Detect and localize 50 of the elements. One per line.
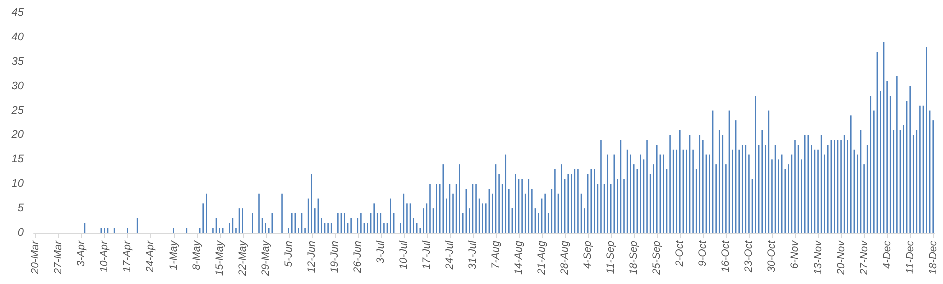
x-tick-label: 20-Mar bbox=[30, 240, 42, 276]
x-tick-label: 2-Oct bbox=[674, 240, 686, 268]
x-tick-label: 25-Sep bbox=[651, 240, 664, 276]
x-tick-label: 12-Jun bbox=[306, 240, 318, 274]
x-tick-label: 7-Aug bbox=[490, 240, 502, 270]
x-tick-label: 4-Sep bbox=[582, 240, 594, 270]
x-tick-label: 11-Dec bbox=[904, 240, 916, 274]
x-tick-label: 17-Apr bbox=[122, 240, 134, 273]
x-tick-label: 15-May bbox=[214, 240, 226, 276]
y-tick-label: 35 bbox=[12, 56, 25, 68]
x-tick-label: 10-Apr bbox=[98, 240, 111, 273]
x-tick-label: 29-May bbox=[260, 240, 272, 278]
y-tick-label: 40 bbox=[12, 31, 25, 44]
y-tick-label: 10 bbox=[12, 178, 25, 190]
x-tick-label: 19-Jun bbox=[328, 240, 341, 274]
x-tick-label: 14-Aug bbox=[513, 240, 526, 275]
x-tick-label: 4-Dec bbox=[881, 240, 894, 270]
x-tick-label: 23-Oct bbox=[743, 240, 756, 274]
x-tick-label: 17-Jul bbox=[420, 240, 433, 270]
x-tick-label: 16-Oct bbox=[720, 240, 732, 273]
y-tick-label: 5 bbox=[18, 202, 25, 215]
x-tick-label: 6-Nov bbox=[789, 240, 802, 270]
y-tick-label: 0 bbox=[18, 227, 25, 239]
x-tick-label: 28-Aug bbox=[559, 240, 572, 276]
x-tick-label: 11-Sep bbox=[605, 240, 618, 274]
x-tick-label: 18-Dec bbox=[927, 240, 940, 275]
x-tick-label: 26-Jun bbox=[352, 240, 364, 274]
x-tick-label: 3-Apr bbox=[76, 240, 88, 267]
x-tick-label: 8-May bbox=[190, 240, 203, 270]
x-tick-label: 31-Jul bbox=[466, 240, 479, 270]
x-tick-label: 24-Apr bbox=[144, 240, 157, 274]
x-tick-label: 1-May bbox=[168, 240, 180, 270]
x-tick-label: 21-Aug bbox=[536, 240, 548, 276]
y-tick-label: 45 bbox=[12, 7, 25, 19]
y-tick-label: 15 bbox=[12, 154, 25, 166]
x-tick-label: 3-Jul bbox=[374, 240, 387, 264]
y-tick-label: 25 bbox=[10, 104, 25, 117]
x-tick-label: 13-Nov bbox=[812, 240, 824, 275]
x-tick-label: 9-Oct bbox=[697, 240, 710, 267]
x-tick-label: 24-Jul bbox=[444, 240, 456, 271]
x-tick-label: 22-May bbox=[236, 240, 249, 278]
x-tick-label: 20-Nov bbox=[835, 240, 848, 276]
x-tick-label: 27-Nov bbox=[858, 240, 870, 276]
x-tick-label: 27-Mar bbox=[52, 240, 65, 276]
y-tick-label: 20 bbox=[10, 129, 25, 142]
x-tick-label: 5-Jun bbox=[282, 240, 295, 268]
y-tick-label: 30 bbox=[12, 80, 25, 92]
x-tick-label: 10-Jul bbox=[398, 240, 410, 270]
x-tick-label: 30-Oct bbox=[766, 240, 778, 273]
x-tick-label: 18-Sep bbox=[628, 240, 640, 275]
